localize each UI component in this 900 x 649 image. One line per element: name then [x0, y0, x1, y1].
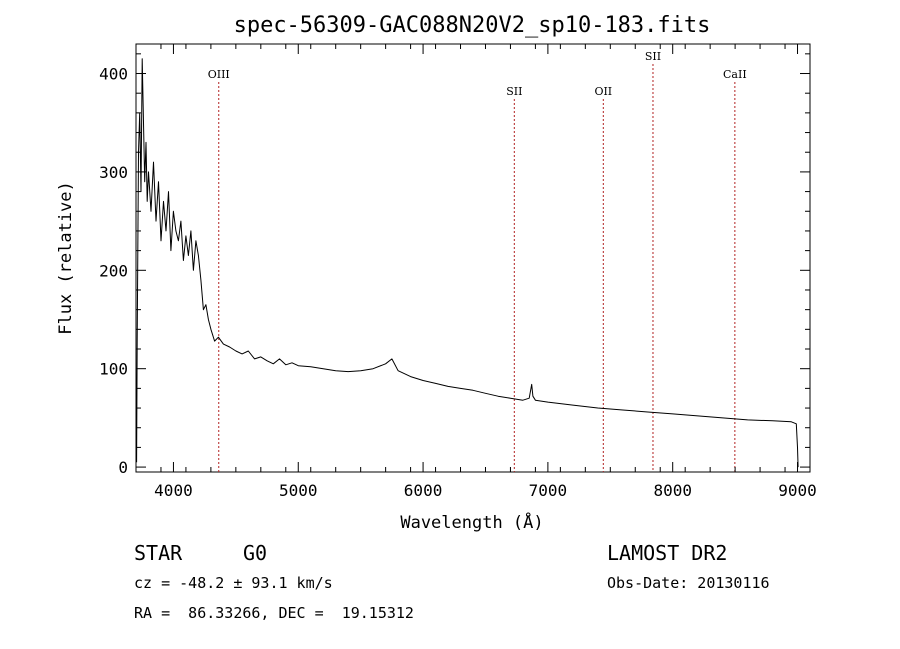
x-tick-label: 7000: [529, 481, 568, 500]
y-axis-label: Flux (relative): [56, 181, 76, 335]
spectrum-series: [136, 58, 799, 468]
survey-name: LAMOST DR2: [607, 541, 728, 565]
emission-line-label: SII: [506, 85, 522, 98]
x-tick-label: 6000: [404, 481, 443, 500]
y-tick-label: 100: [99, 360, 128, 379]
sky-coordinates: RA = 86.33266, DEC = 19.15312: [134, 604, 414, 622]
y-tick-label: 300: [99, 163, 128, 182]
y-tick-label: 200: [99, 261, 128, 280]
spectrum-line: [136, 58, 799, 468]
emission-line-markers: OIII SII OII SII CaII: [208, 50, 747, 472]
axis-ticks: 4000 5000 6000 7000 8000 9000 0 100 200 300 400: [99, 44, 817, 500]
plot-frame: [135, 43, 811, 473]
emission-line-label: OII: [594, 85, 612, 98]
radial-velocity: cz = -48.2 ± 93.1 km/s: [134, 574, 333, 592]
emission-line-label: CaII: [723, 68, 747, 81]
x-tick-label: 9000: [778, 481, 817, 500]
y-tick-label: 400: [99, 65, 128, 84]
object-class: STAR: [134, 541, 183, 565]
observation-date: Obs-Date: 20130116: [607, 574, 770, 592]
x-tick-label: 5000: [279, 481, 318, 500]
x-axis-label: Wavelength (Å): [400, 511, 543, 533]
plot-border: [135, 43, 811, 473]
x-tick-label: 4000: [154, 481, 193, 500]
emission-line-label: SII: [645, 50, 661, 63]
y-tick-label: 0: [118, 458, 128, 477]
chart-title: spec-56309-GAC088N20V2_sp10-183.fits: [234, 13, 711, 38]
emission-line-label: OIII: [208, 68, 230, 81]
x-tick-label: 8000: [653, 481, 692, 500]
spectral-subclass: G0: [243, 541, 268, 565]
